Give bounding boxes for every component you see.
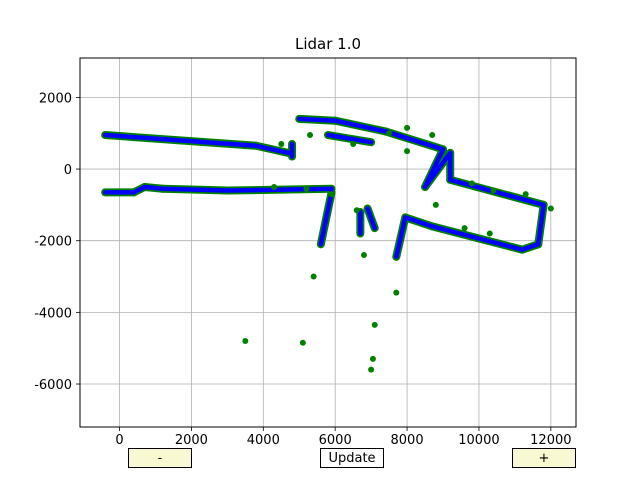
x-tick-label: 6000	[319, 433, 352, 448]
scan-point	[404, 148, 411, 155]
scan-point	[310, 273, 317, 280]
scan-point	[522, 191, 529, 198]
x-tick-label: 8000	[391, 433, 424, 448]
scan-segment	[253, 143, 291, 156]
scan-point	[393, 289, 400, 296]
scan-segment	[142, 184, 165, 192]
scan-segment	[102, 132, 259, 149]
scan-segment	[447, 177, 546, 208]
axis-ticks: 0 2000 4000 6000 8000 10000 12000 2000 0 -2000 -40…	[34, 91, 571, 448]
x-tick-label: 4000	[247, 433, 280, 448]
scan-point	[461, 225, 468, 232]
scan-segment	[296, 116, 338, 123]
scan-point	[299, 339, 306, 346]
scan-point	[432, 201, 439, 208]
scan-point	[328, 191, 335, 198]
scan-point	[242, 338, 249, 345]
scan-point	[271, 183, 278, 190]
scan-point	[303, 185, 310, 192]
x-tick-label: 2000	[175, 433, 208, 448]
scan-point	[386, 130, 393, 137]
scan-point	[278, 140, 285, 147]
scan-segment	[332, 118, 388, 134]
scan-point	[468, 180, 475, 187]
scan-segment	[383, 129, 446, 152]
scan-point	[486, 230, 493, 237]
scan-point	[371, 321, 378, 328]
scan-point	[360, 252, 367, 259]
zoom-out-button[interactable]: -	[128, 448, 192, 468]
x-tick-label: 0	[115, 433, 123, 448]
scan-segment	[429, 224, 525, 252]
y-tick-label: -4000	[34, 306, 72, 321]
scan-point	[404, 124, 411, 131]
x-tick-label: 10000	[458, 433, 499, 448]
scan-segment	[519, 242, 541, 252]
scan-segment	[394, 215, 408, 260]
scan-point	[547, 205, 554, 212]
update-button[interactable]: Update	[320, 448, 384, 468]
y-tick-label: 2000	[39, 91, 72, 106]
scan-segment	[325, 132, 374, 145]
scan-point	[369, 355, 376, 362]
x-tick-label: 12000	[530, 433, 571, 448]
zoom-in-button[interactable]: +	[512, 448, 576, 468]
scan-segment	[225, 186, 334, 193]
scan-point	[353, 207, 360, 214]
scan-segment	[403, 215, 435, 229]
y-tick-label: -6000	[34, 378, 72, 393]
scan-point	[490, 187, 497, 194]
scan-segment	[536, 202, 546, 247]
scan-point	[307, 132, 314, 139]
y-tick-label: 0	[64, 163, 72, 178]
scan-point	[368, 366, 375, 373]
scan-point	[429, 132, 436, 139]
chart-title: Lidar 1.0	[295, 35, 361, 53]
scan-segment	[422, 150, 453, 190]
scan-segment	[318, 190, 334, 247]
scan-segment	[160, 186, 230, 193]
axes-frame	[79, 57, 577, 428]
data-points	[101, 114, 554, 373]
scan-segment	[365, 206, 377, 231]
y-tick-label: -2000	[34, 235, 72, 250]
scan-point	[350, 140, 357, 147]
